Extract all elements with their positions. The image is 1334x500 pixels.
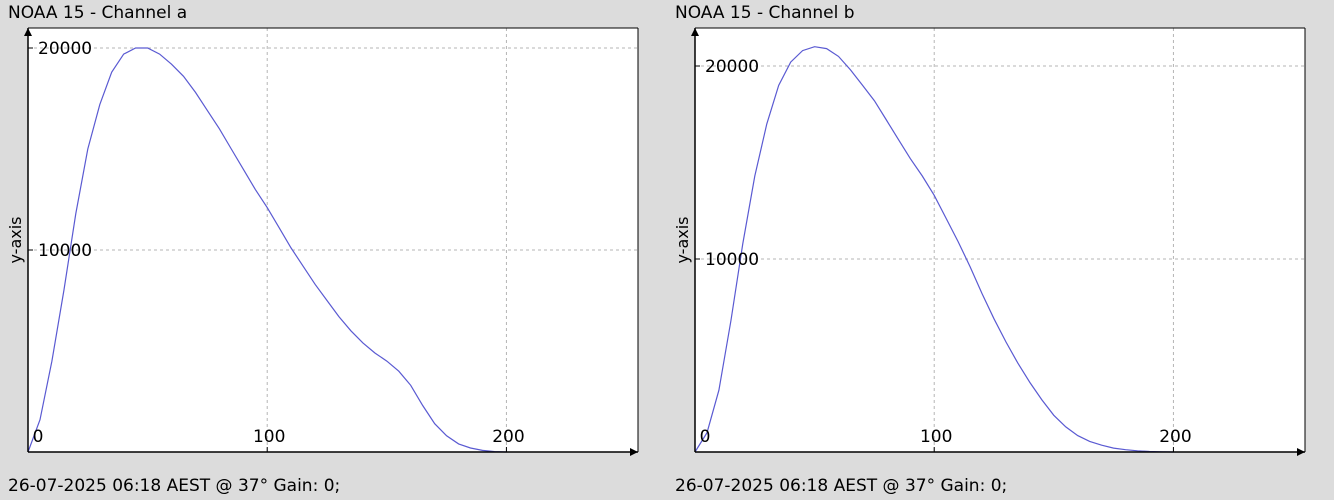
y-tick-label: 10000	[38, 241, 92, 261]
plot-area	[28, 28, 638, 452]
chart-panel-channel-a: NOAA 15 - Channel a 0 100 200 10000 20000 y-a…	[6, 3, 639, 496]
plot-area	[695, 28, 1305, 452]
chart-footer: 26-07-2025 06:18 AEST @ 37° Gain: 0;	[675, 476, 1008, 496]
y-tick-label: 10000	[705, 250, 759, 270]
y-tick-label: 20000	[38, 39, 92, 59]
y-axis-arrow	[24, 28, 32, 36]
chart-title: NOAA 15 - Channel a	[8, 3, 188, 23]
chart-title: NOAA 15 - Channel b	[675, 3, 855, 23]
chart-footer: 26-07-2025 06:18 AEST @ 37° Gain: 0;	[8, 476, 341, 496]
x-tick-label: 200	[1159, 427, 1191, 447]
chart-panel-channel-b: NOAA 15 - Channel b 0 100 200 10000 20000 y-a…	[667, 0, 1334, 500]
chart-plot: 0 100 200 10000 20000 y-axis	[673, 27, 1306, 456]
y-axis-label: y-axis	[6, 216, 25, 263]
y-tick-label: 20000	[705, 57, 759, 77]
x-tick-label: 100	[920, 427, 952, 447]
chart-plot: 0 100 200 10000 20000 y-axis	[6, 27, 639, 456]
y-axis-arrow	[691, 28, 699, 36]
series-line	[694, 46, 1174, 453]
x-tick-label: 200	[492, 427, 524, 447]
y-axis-label: y-axis	[673, 216, 692, 263]
x-tick-label: 100	[253, 427, 285, 447]
x-tick-label: 0	[700, 427, 711, 447]
x-axis-arrow	[1297, 448, 1305, 456]
x-axis-arrow	[630, 448, 638, 456]
x-tick-label: 0	[33, 427, 44, 447]
series-line	[27, 47, 507, 453]
